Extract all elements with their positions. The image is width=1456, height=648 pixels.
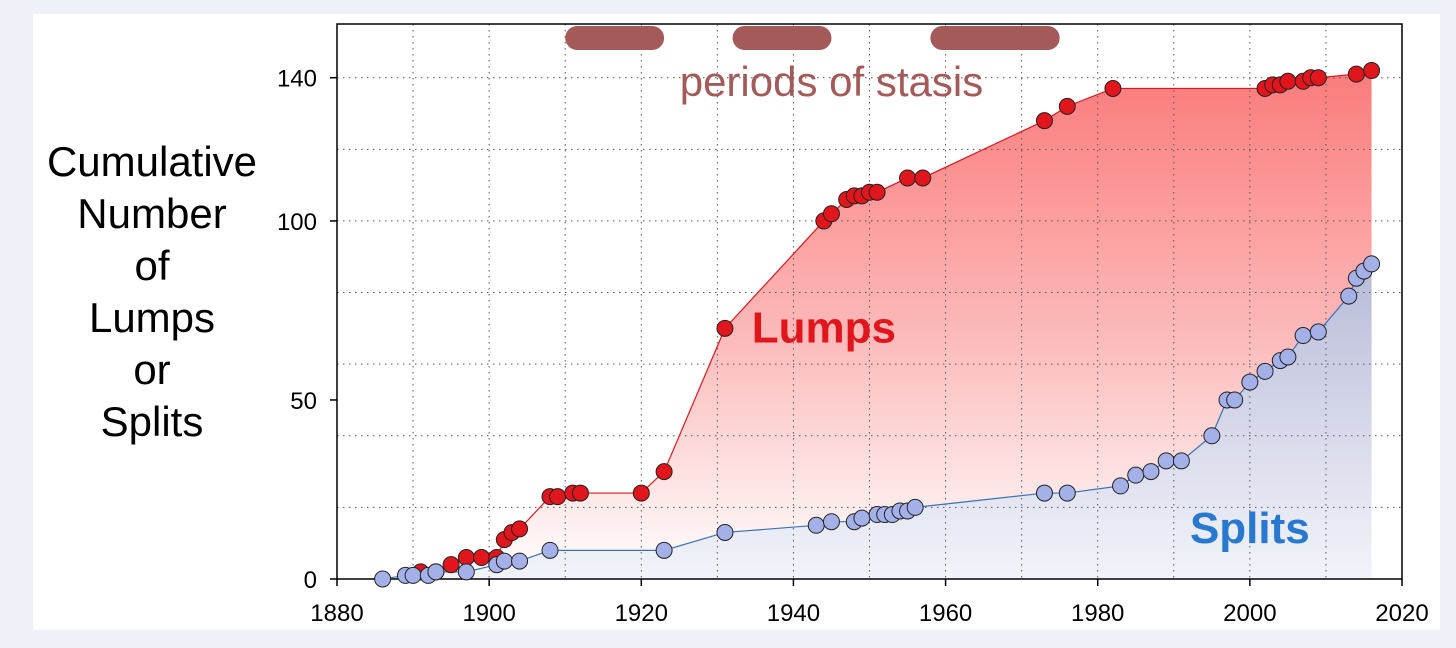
y-axis-label-line: Splits	[100, 398, 204, 445]
y-axis-label-line: Number	[77, 190, 227, 237]
top-strip	[0, 0, 1456, 10]
point-lumps	[868, 183, 886, 201]
y-axis-label-line: Lumps	[88, 294, 216, 341]
area-splits	[382, 263, 1372, 579]
point-lumps	[473, 549, 491, 567]
point-splits	[495, 552, 513, 570]
x-tick-label: 1900	[462, 600, 515, 627]
point-splits	[1256, 362, 1274, 380]
point-lumps	[1363, 62, 1381, 80]
point-splits	[427, 563, 445, 581]
stasis-label: periods of stasis	[680, 58, 983, 105]
point-lumps	[1058, 97, 1076, 115]
x-tick-label: 1960	[919, 600, 972, 627]
point-splits	[1226, 391, 1244, 409]
point-lumps	[914, 169, 932, 187]
y-axis-label-line: or	[133, 346, 171, 393]
point-splits	[541, 541, 559, 559]
point-lumps	[457, 549, 475, 567]
y-tick-label: 0	[304, 567, 317, 594]
point-splits	[822, 513, 840, 531]
point-splits	[655, 541, 673, 559]
point-splits	[1142, 463, 1160, 481]
point-lumps	[442, 556, 460, 574]
point-splits	[1294, 327, 1312, 345]
point-lumps	[1279, 72, 1297, 90]
x-tick-label: 2000	[1223, 600, 1276, 627]
point-splits	[1241, 373, 1259, 391]
point-splits	[1127, 466, 1145, 484]
point-lumps	[1347, 65, 1365, 83]
point-splits	[1058, 484, 1076, 502]
point-lumps	[822, 205, 840, 223]
point-lumps	[1035, 112, 1053, 130]
point-splits	[716, 523, 734, 541]
point-lumps	[899, 169, 917, 187]
point-lumps	[549, 488, 567, 506]
area-fills	[382, 70, 1372, 579]
point-splits	[853, 509, 871, 527]
point-lumps	[632, 484, 650, 502]
point-splits	[1112, 477, 1130, 495]
point-splits	[1363, 255, 1381, 273]
point-lumps	[1104, 79, 1122, 97]
x-tick-label: 1940	[767, 600, 820, 627]
area-lumps	[420, 70, 1372, 579]
y-axis-label: Cumulative Number of Lumps or Splits	[22, 136, 282, 448]
series-label-lumps: Lumps	[752, 303, 896, 352]
x-tick-label: 1920	[615, 600, 668, 627]
point-splits	[404, 566, 422, 584]
y-tick-label: 140	[277, 66, 317, 93]
x-tick-label: 1880	[310, 600, 363, 627]
x-tick-label: 2020	[1375, 600, 1428, 627]
point-lumps	[716, 319, 734, 337]
point-splits	[1309, 323, 1327, 341]
point-splits	[1157, 452, 1175, 470]
point-lumps	[1309, 69, 1327, 87]
point-splits	[1279, 348, 1297, 366]
point-splits	[511, 552, 529, 570]
point-splits	[807, 516, 825, 534]
point-lumps	[571, 484, 589, 502]
point-lumps	[655, 463, 673, 481]
y-tick-label: 100	[277, 209, 317, 236]
x-axis-ticks: 1880 1900 1920 1940 1960 1980 2000 2020	[310, 579, 1429, 627]
plot-frame	[336, 23, 1403, 580]
y-axis-label-line: Cumulative	[46, 138, 258, 185]
point-splits	[374, 570, 392, 588]
point-splits	[457, 563, 475, 581]
point-splits	[1172, 452, 1190, 470]
y-axis-ticks: 0 50 100 140	[277, 66, 337, 594]
point-splits	[1340, 287, 1358, 305]
series-points	[374, 62, 1381, 588]
gridlines	[337, 24, 1402, 579]
y-axis-label-line: of	[134, 242, 170, 289]
point-splits	[906, 498, 924, 516]
x-tick-label: 1980	[1071, 600, 1124, 627]
point-splits	[1035, 484, 1053, 502]
y-tick-label: 50	[290, 388, 317, 415]
point-splits	[1203, 427, 1221, 445]
series-label-splits: Splits	[1190, 504, 1310, 553]
point-lumps	[511, 520, 529, 538]
